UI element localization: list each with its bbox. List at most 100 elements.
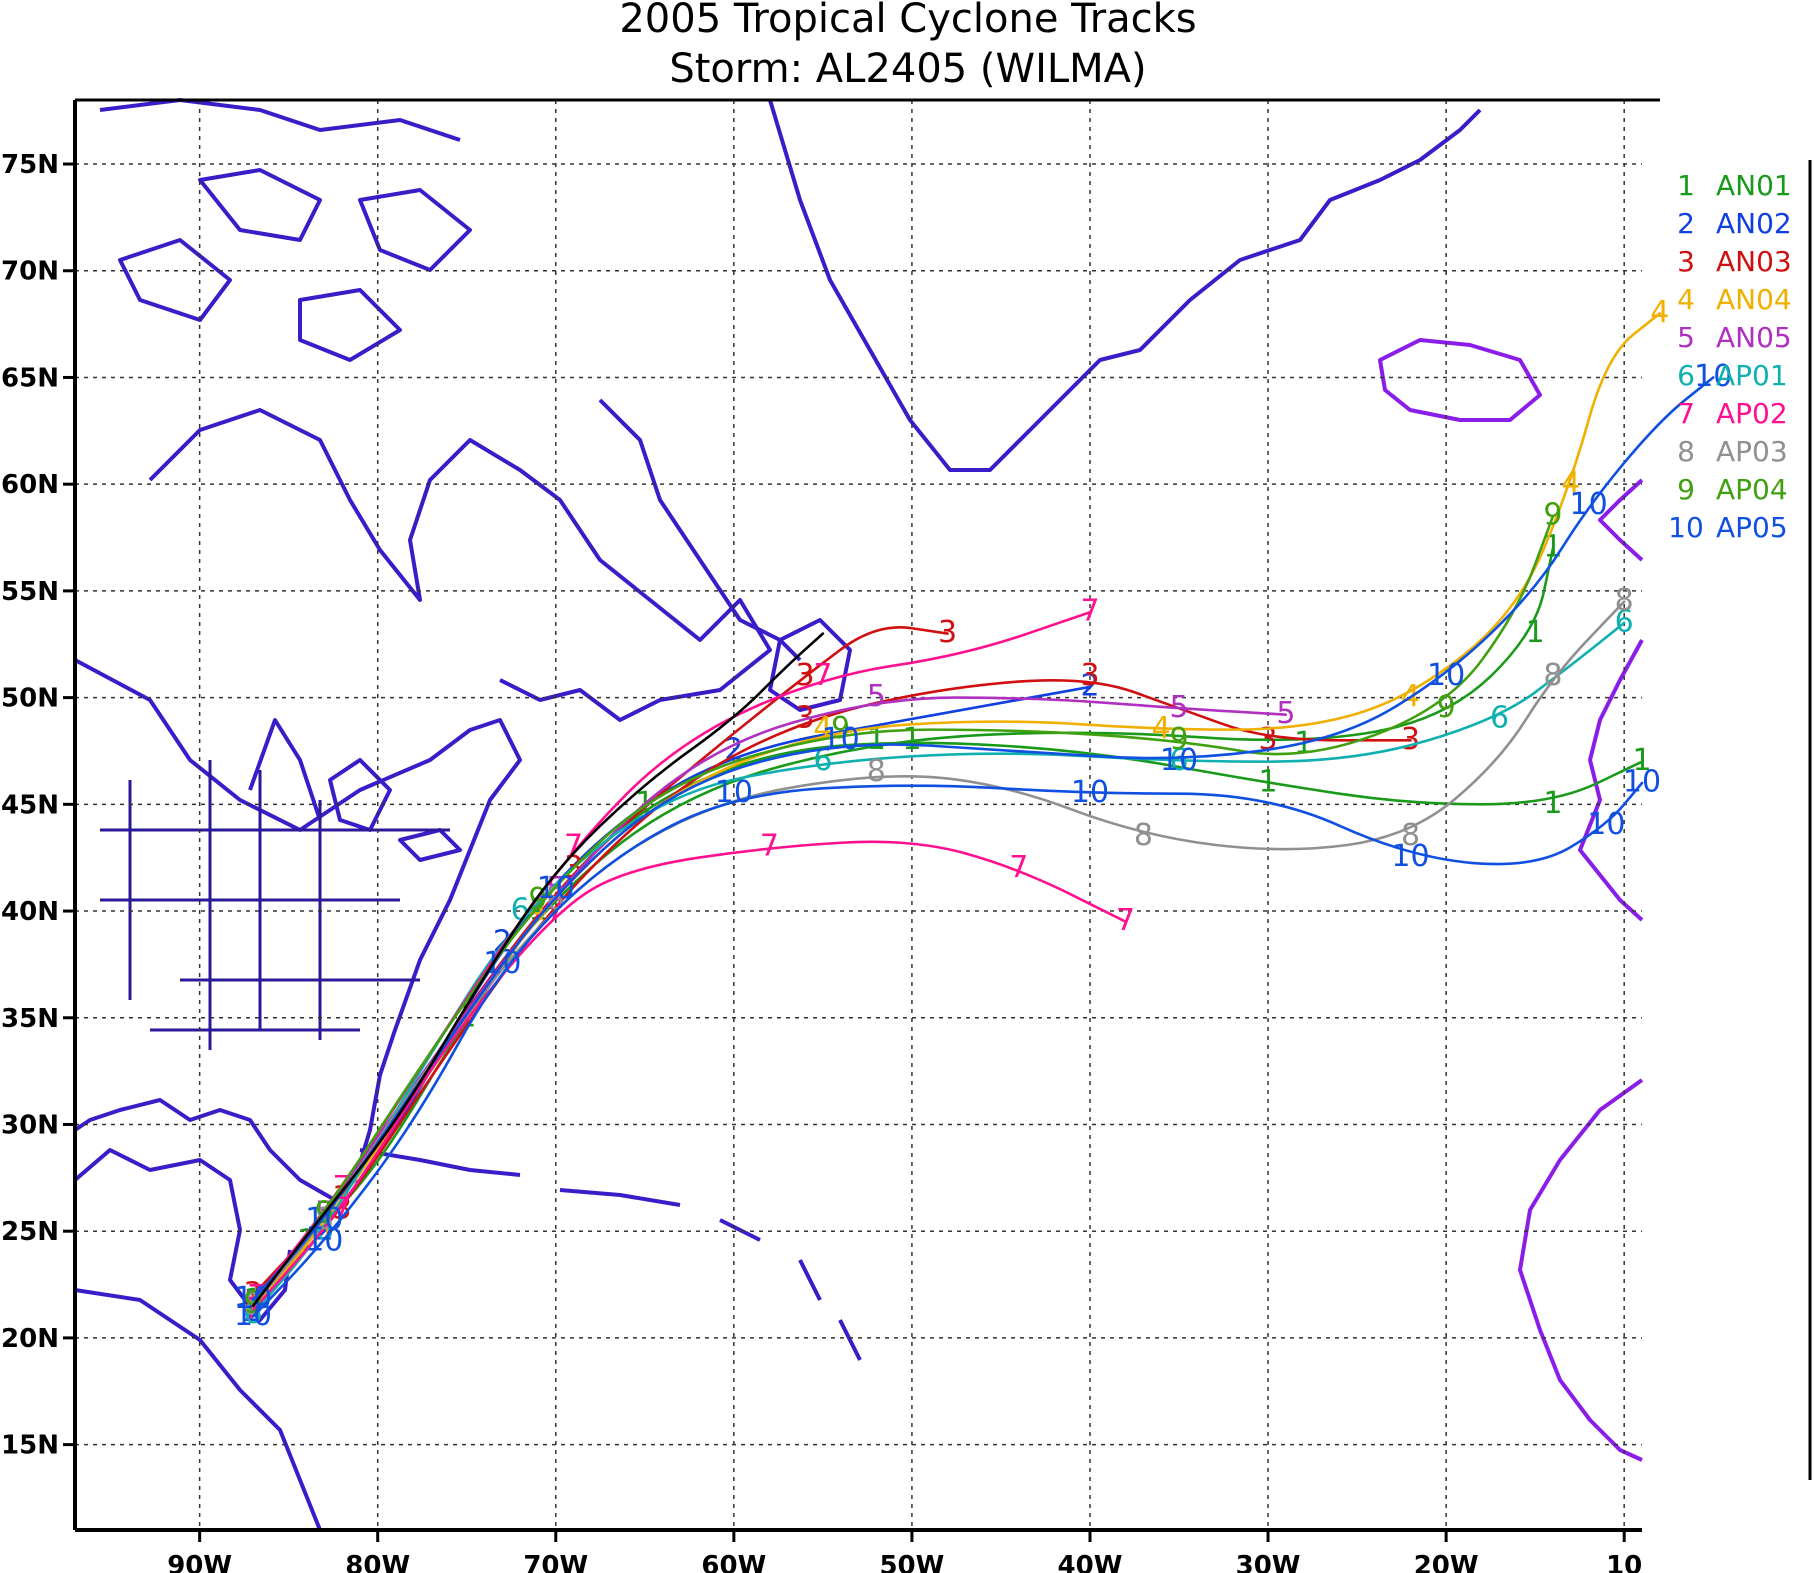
latitude-tick-labels: 75N 70N 65N 60N 55N 50N 45N 40N 35N 30N 25N 20N 15N [1,150,59,1461]
lat-tick-label: 50N [1,684,59,714]
track-marker: 9 [831,711,850,746]
track-ap05 [251,781,1644,1318]
track-marker: 9 [1169,722,1188,757]
track-marker: 10 [1427,658,1465,693]
legend-number: 3 [1677,245,1695,278]
title-line2: Storm: AL2405 (WILMA) [669,46,1146,92]
coast-hudson-bay [148,408,772,722]
lat-tick-label: 35N [1,1004,59,1034]
legend-label: AP04 [1716,473,1788,506]
map-border [73,98,1812,1532]
track-marker: 8 [1615,583,1634,618]
track-marker: 10 [1071,775,1109,810]
legend-number: 10 [1668,511,1704,544]
legend-label: AN05 [1716,321,1792,354]
legend-label: AN01 [1716,169,1792,202]
track-marker: 10 [1160,743,1198,778]
track-marker: 5 [1169,690,1188,725]
title-line1: 2005 Tropical Cyclone Tracks [619,0,1196,42]
lon-tick-label: 10 [1606,1551,1642,1573]
legend-label: AP01 [1716,359,1788,392]
track-marker: 3 [1401,722,1420,757]
track-an01 [251,741,1644,1308]
lon-tick-label: 20W [1414,1551,1479,1573]
lat-tick-label: 20N [1,1324,59,1354]
track-marker: 1 [1526,615,1545,650]
track-marker: 9 [1543,498,1562,533]
legend-number: 1 [1677,169,1695,202]
legend-number: 7 [1677,397,1695,430]
lon-tick-label: 40W [1058,1551,1123,1573]
lat-tick-label: 55N [1,577,59,607]
track-marker: 10 [1587,807,1625,842]
map-frame [75,100,1642,1530]
lon-tick-label: 30W [1236,1551,1301,1573]
lat-tick-label: 15N [1,1431,59,1461]
track-marker: 6 [813,743,832,778]
coast-central-america [74,1288,322,1531]
track-marker: 8 [1543,658,1562,693]
lat-tick-label: 65N [1,363,59,393]
track-marker: 3 [1080,658,1099,693]
track-marker: 3 [938,615,957,650]
coast-arctic-islands [99,98,472,362]
legend-label: AN04 [1716,283,1792,316]
track-marker: 1 [1259,764,1278,799]
track-marker: 1 [1632,743,1651,778]
best-track [251,632,825,1308]
track-marker: 4 [1152,711,1171,746]
lat-tick-label: 60N [1,470,59,500]
lat-tick-label: 75N [1,150,59,180]
coast-newfoundland [768,618,852,712]
legend-number: 2 [1677,207,1695,240]
track-marker: 10 [1623,764,1661,799]
graticule [63,100,1642,1542]
track-marker: 5 [1276,696,1295,731]
track-marker: 10 [1694,359,1732,394]
track-marker: 7 [1009,850,1028,885]
coast-north-america [73,658,522,1202]
track-marker: 10 [822,722,860,757]
coast-europe [1578,478,1644,922]
lon-tick-label: 90W [167,1551,232,1573]
track-marker: 10 [1391,839,1429,874]
coastlines [73,98,1644,1531]
track-marker: 4 [1561,466,1580,501]
legend-label: AN03 [1716,245,1792,278]
lat-tick-label: 70N [1,257,59,287]
coast-gulf [73,1148,292,1322]
track-marker: 7 [760,829,779,864]
legend-number: 5 [1677,321,1695,354]
track-marker: 10 [234,1281,272,1316]
track-marker: 10 [1569,487,1607,522]
track-marker: 5 [867,679,886,714]
legend-number: 6 [1677,359,1695,392]
track-marker: 3 [796,658,815,693]
track-marker: 6 [1490,700,1509,735]
legend-number: 8 [1677,435,1695,468]
track-marker: 6 [1169,743,1188,778]
legend-label: AP02 [1716,397,1788,430]
lat-tick-label: 25N [1,1217,59,1247]
lon-tick-label: 60W [701,1551,766,1573]
lon-tick-label: 70W [523,1551,588,1573]
legend-number: 4 [1677,283,1695,316]
track-marker: 6 [511,893,530,928]
track-marker: 8 [867,754,886,789]
us-state-borders [100,760,450,1050]
track-ap04 [251,514,1555,1306]
track-marker: 8 [1401,818,1420,853]
track-marker: 1 [1543,786,1562,821]
coast-caribbean [359,1148,862,1361]
track-marker: 7 [1080,594,1099,629]
coast-iceland [1378,338,1542,422]
track-ap02 [251,840,1127,1312]
track-marker: 6 [1615,604,1634,639]
track-marker: 7 [564,829,583,864]
legend-label: AP05 [1716,511,1788,544]
lat-tick-label: 45N [1,790,59,820]
legend: 1 AN01 2 AN02 3 AN03 4 AN04 5 AN05 6 AP01 7 AP02 8 AP03… [1668,169,1792,544]
track-ap03 [251,600,1626,1308]
lat-tick-label: 30N [1,1110,59,1140]
